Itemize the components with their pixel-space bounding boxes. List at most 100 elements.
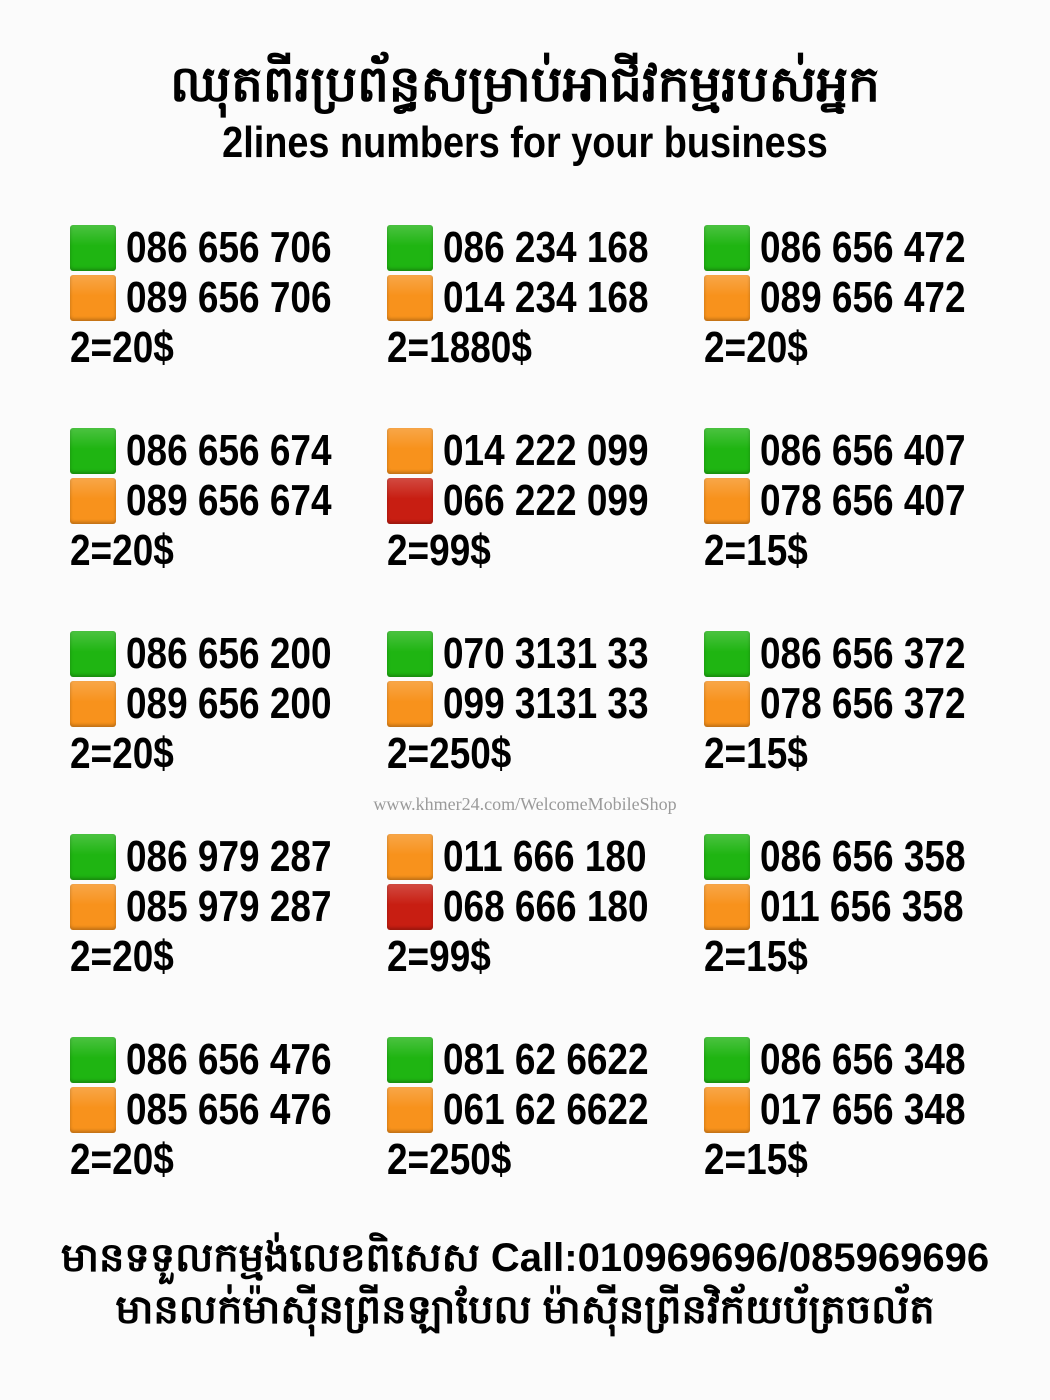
phone-number: 086 979 287	[126, 832, 332, 881]
phone-number: 086 656 674	[126, 426, 332, 475]
phone-line: 086 234 168	[387, 223, 688, 273]
phone-line: 086 656 348	[704, 1035, 1005, 1085]
phone-number: 078 656 407	[760, 476, 966, 525]
number-pair-block: 086 656 372 078 656 372 2=15$	[704, 629, 1024, 799]
price-label: 2=1880$	[387, 323, 532, 372]
green-square-icon	[704, 225, 750, 271]
phone-line: 085 979 287	[70, 882, 371, 932]
price-label: 2=15$	[704, 932, 808, 981]
phone-line: 099 3131 33	[387, 679, 688, 729]
phone-number: 086 656 348	[760, 1035, 966, 1084]
phone-number: 081 62 6622	[443, 1035, 649, 1084]
phone-line: 014 222 099	[387, 426, 688, 476]
phone-number: 086 656 358	[760, 832, 966, 881]
price-label: 2=20$	[70, 932, 174, 981]
green-square-icon	[387, 631, 433, 677]
orange-square-icon	[704, 1087, 750, 1133]
phone-line: 011 666 180	[387, 832, 685, 882]
phone-number: 014 234 168	[443, 273, 649, 322]
phone-number: 089 656 472	[760, 273, 966, 322]
price-label: 2=99$	[387, 932, 491, 981]
watermark: www.khmer24.com/WelcomeMobileShop	[373, 794, 677, 814]
number-pair-block: 081 62 6622 061 62 6622 2=250$	[387, 1035, 707, 1205]
number-pair-block: 086 656 706 089 656 706 2=20$	[70, 223, 390, 393]
price-label: 2=99$	[387, 526, 491, 575]
phone-line: 011 656 358	[704, 882, 1002, 932]
phone-line: 068 666 180	[387, 882, 688, 932]
phone-number: 068 666 180	[443, 882, 649, 931]
phone-line: 086 656 674	[70, 426, 371, 476]
number-pair-block: 086 656 472 089 656 472 2=20$	[704, 223, 1024, 393]
phone-line: 066 222 099	[387, 476, 688, 526]
orange-square-icon	[704, 275, 750, 321]
phone-line: 086 656 372	[704, 629, 1005, 679]
phone-number: 086 656 706	[126, 223, 332, 272]
phone-line: 089 656 472	[704, 273, 1005, 323]
phone-line: 086 656 358	[704, 832, 1005, 882]
orange-square-icon	[704, 681, 750, 727]
price-label: 2=250$	[387, 729, 512, 778]
number-pair-block: 086 656 407 078 656 407 2=15$	[704, 426, 1024, 596]
green-square-icon	[70, 225, 116, 271]
title-khmer: ឈុតពីរប្រព័ន្ធសម្រាប់អាជីវកម្មរបស់អ្នក	[170, 56, 880, 112]
phone-line: 089 656 200	[70, 679, 371, 729]
phone-number: 086 656 372	[760, 629, 966, 678]
number-pair-block: 086 656 348 017 656 348 2=15$	[704, 1035, 1024, 1205]
phone-line: 061 62 6622	[387, 1085, 688, 1135]
green-square-icon	[387, 225, 433, 271]
phone-number: 086 656 407	[760, 426, 966, 475]
phone-line: 089 656 674	[70, 476, 371, 526]
phone-line: 081 62 6622	[387, 1035, 688, 1085]
price-label: 2=15$	[704, 526, 808, 575]
orange-square-icon	[387, 1087, 433, 1133]
number-pair-block: 014 222 099 066 222 099 2=99$	[387, 426, 707, 596]
phone-line: 014 234 168	[387, 273, 688, 323]
orange-square-icon	[387, 834, 433, 880]
phone-number: 085 979 287	[126, 882, 332, 931]
number-pair-block: 070 3131 33 099 3131 33 2=250$	[387, 629, 707, 799]
title-english: 2lines numbers for your business	[222, 118, 828, 167]
phone-line: 070 3131 33	[387, 629, 688, 679]
phone-line: 086 656 200	[70, 629, 371, 679]
red-square-icon	[387, 478, 433, 524]
green-square-icon	[704, 1037, 750, 1083]
green-square-icon	[387, 1037, 433, 1083]
number-pair-block: 086 656 358 011 656 358 2=15$	[704, 832, 1024, 1002]
footer-products: មានលក់ម៉ាស៊ីនព្រីនឡាបែល ម៉ាស៊ីនព្រីនវិក័…	[115, 1288, 935, 1332]
orange-square-icon	[70, 884, 116, 930]
red-square-icon	[387, 884, 433, 930]
number-pair-block: 086 234 168 014 234 168 2=1880$	[387, 223, 707, 393]
orange-square-icon	[387, 428, 433, 474]
number-pair-block: 086 656 200 089 656 200 2=20$	[70, 629, 390, 799]
phone-line: 086 979 287	[70, 832, 371, 882]
orange-square-icon	[704, 884, 750, 930]
number-pair-block: 086 656 674 089 656 674 2=20$	[70, 426, 390, 596]
orange-square-icon	[70, 478, 116, 524]
phone-number: 089 656 200	[126, 679, 332, 728]
price-label: 2=250$	[387, 1135, 512, 1184]
orange-square-icon	[70, 1087, 116, 1133]
phone-number: 066 222 099	[443, 476, 649, 525]
phone-line: 086 656 472	[704, 223, 1005, 273]
green-square-icon	[704, 428, 750, 474]
phone-number: 089 656 706	[126, 273, 332, 322]
phone-line: 085 656 476	[70, 1085, 371, 1135]
price-label: 2=15$	[704, 1135, 808, 1184]
phone-number: 011 666 180	[443, 832, 647, 881]
price-label: 2=20$	[704, 323, 808, 372]
number-pair-block: 086 979 287 085 979 287 2=20$	[70, 832, 390, 1002]
phone-number: 014 222 099	[443, 426, 649, 475]
green-square-icon	[70, 428, 116, 474]
phone-number: 017 656 348	[760, 1085, 966, 1134]
phone-number: 085 656 476	[126, 1085, 332, 1134]
phone-number: 061 62 6622	[443, 1085, 649, 1134]
footer-contact: មានទទួលកម្មង់លេខពិសេស Call:010969696/085…	[60, 1236, 990, 1280]
orange-square-icon	[704, 478, 750, 524]
orange-square-icon	[387, 275, 433, 321]
price-label: 2=15$	[704, 729, 808, 778]
green-square-icon	[704, 631, 750, 677]
phone-number: 070 3131 33	[443, 629, 649, 678]
phone-line: 089 656 706	[70, 273, 371, 323]
orange-square-icon	[70, 275, 116, 321]
number-pair-block: 011 666 180 068 666 180 2=99$	[387, 832, 707, 1002]
